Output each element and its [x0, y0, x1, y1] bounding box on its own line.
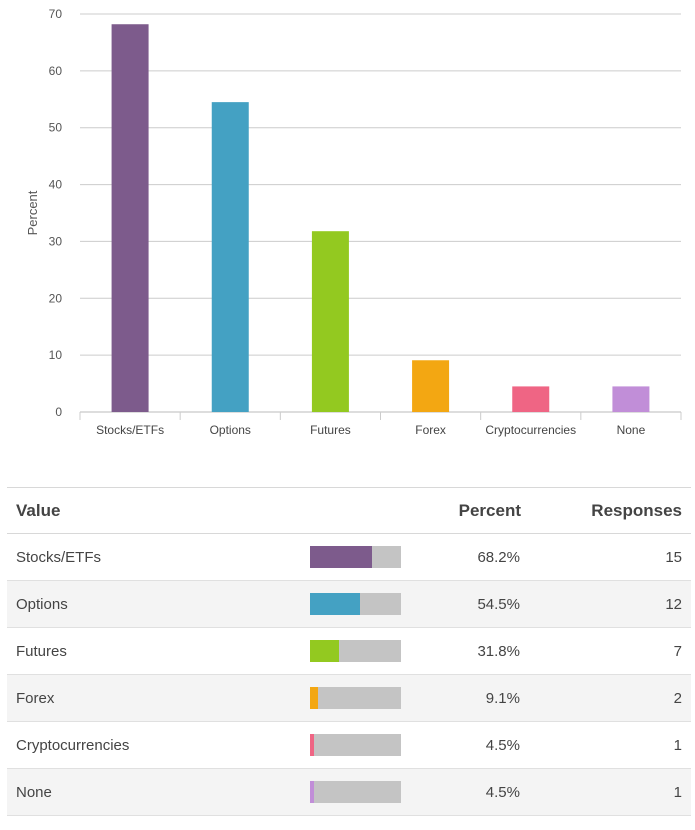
percent-bar-fill: [310, 593, 360, 615]
row-percent: 4.5%: [485, 736, 520, 754]
results-table: Value Percent Responses Stocks/ETFs 68.2…: [7, 487, 691, 816]
header-percent: Percent: [458, 500, 521, 520]
x-tick-label: Options: [210, 423, 251, 437]
bar: [211, 102, 249, 412]
header-value: Value: [16, 500, 61, 520]
x-tick-label: Futures: [310, 423, 351, 437]
table-row: Forex 9.1% 2: [7, 674, 691, 722]
percent-bar-track: [310, 734, 401, 756]
percent-bar-fill: [310, 687, 319, 709]
percent-bar-track: [310, 687, 401, 709]
percent-bar-track: [310, 640, 401, 662]
y-tick-label: 0: [55, 405, 62, 419]
table-row: None 4.5% 1: [7, 768, 691, 816]
row-value: Cryptocurrencies: [16, 736, 130, 754]
percent-bar-track: [310, 593, 401, 615]
header-responses: Responses: [591, 500, 682, 520]
bar: [412, 360, 450, 412]
bar: [612, 386, 650, 412]
row-responses: 12: [665, 595, 682, 613]
percent-bar-fill: [310, 781, 315, 803]
y-tick-label: 50: [49, 121, 63, 135]
row-responses: 1: [673, 736, 682, 754]
table-header-row: Value Percent Responses: [7, 487, 691, 534]
row-value: Forex: [16, 689, 55, 707]
row-percent: 4.5%: [485, 783, 520, 801]
row-percent: 9.1%: [485, 689, 520, 707]
row-bar-cell: [297, 628, 449, 675]
y-tick-label: 70: [49, 7, 63, 21]
y-axis-label: Percent: [25, 190, 40, 235]
y-tick-label: 30: [49, 234, 63, 248]
percent-bar-track: [310, 781, 401, 803]
table-row: Options 54.5% 12: [7, 580, 691, 628]
percent-bar-track: [310, 546, 401, 568]
bar: [311, 231, 349, 412]
bar: [111, 24, 149, 413]
table-row: Stocks/ETFs 68.2% 15: [7, 534, 691, 581]
row-percent: 68.2%: [477, 548, 520, 566]
row-bar-cell: [297, 534, 449, 581]
x-tick-label: Stocks/ETFs: [96, 423, 164, 437]
percent-bar-fill: [310, 640, 339, 662]
row-bar-cell: [297, 675, 449, 722]
row-responses: 7: [673, 642, 682, 660]
x-tick-label: Cryptocurrencies: [485, 423, 576, 437]
y-tick-label: 60: [49, 64, 63, 78]
results-table-container: Value Percent Responses Stocks/ETFs 68.2…: [7, 487, 691, 816]
percent-bar-fill: [310, 734, 315, 756]
row-percent: 54.5%: [477, 595, 520, 613]
table-row: Futures 31.8% 7: [7, 628, 691, 675]
x-tick-label: None: [617, 423, 646, 437]
row-bar-cell: [297, 722, 449, 769]
row-percent: 31.8%: [477, 642, 520, 660]
bar: [512, 386, 550, 412]
y-tick-label: 20: [49, 291, 63, 305]
y-tick-label: 40: [49, 178, 63, 192]
table-row: Cryptocurrencies 4.5% 1: [7, 722, 691, 769]
row-bar-cell: [297, 581, 449, 628]
row-value: None: [16, 783, 52, 801]
percent-bar-fill: [310, 546, 373, 568]
header-bar-spacer: [297, 488, 449, 534]
row-value: Stocks/ETFs: [16, 548, 102, 566]
bar-chart: 0 10 20 30 40 50 60 70 Percent Stocks/ETFs Options…: [25, 7, 682, 437]
row-value: Options: [16, 595, 68, 613]
row-bar-cell: [297, 769, 449, 816]
row-responses: 1: [673, 783, 682, 801]
row-responses: 2: [673, 689, 682, 707]
row-responses: 15: [665, 548, 682, 566]
row-value: Futures: [16, 642, 67, 660]
y-tick-label: 10: [49, 348, 63, 362]
table-body: Stocks/ETFs 68.2% 15 Options 54.5% 12 Fu…: [7, 534, 691, 816]
x-tick-label: Forex: [415, 423, 446, 437]
